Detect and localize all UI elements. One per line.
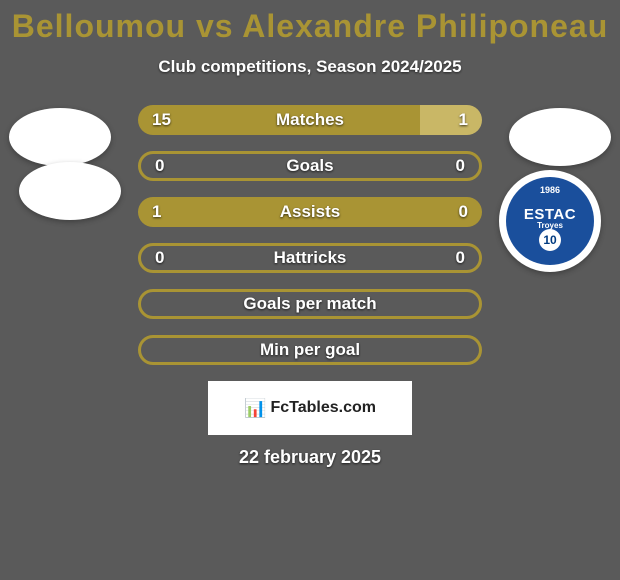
stat-bar: Goals per match <box>138 289 482 319</box>
stat-bar: Hattricks0 0 <box>138 243 482 273</box>
brand-text: FcTables.com <box>270 399 376 417</box>
bar-value-right: 0 <box>456 246 465 270</box>
bar-label: Goals per match <box>141 292 479 316</box>
stat-bar: Min per goal <box>138 335 482 365</box>
bar-label: Min per goal <box>141 338 479 362</box>
bar-value-left: 0 <box>155 154 164 178</box>
subtitle: Club competitions, Season 2024/2025 <box>0 57 620 77</box>
player-right-club-badge: 1986 ESTAC Troyes 10 <box>499 170 601 272</box>
comparison-bars: Matches151Goals00Assists10Hattricks00Goa… <box>138 105 482 365</box>
bar-value-left: 1 <box>152 197 161 227</box>
bar-value-left: 15 <box>152 105 171 135</box>
page-title: Belloumou vs Alexandre Philiponeau <box>0 8 620 45</box>
brand-box: 📊 FcTables.com <box>208 381 412 435</box>
footer-date: 22 february 2025 <box>0 447 620 468</box>
player-left-avatar <box>9 108 111 166</box>
player-left-club-avatar <box>19 162 121 220</box>
chart-container: Belloumou vs Alexandre Philiponeau Club … <box>0 0 620 580</box>
bar-label: Goals <box>141 154 479 178</box>
club-number: 10 <box>539 229 561 251</box>
brand-icon: 📊 <box>244 398 266 419</box>
club-badge-inner: 1986 ESTAC Troyes 10 <box>506 177 594 265</box>
bar-label: Assists <box>138 197 482 227</box>
bar-value-right: 0 <box>459 197 468 227</box>
bar-label: Hattricks <box>141 246 479 270</box>
player-right-avatar <box>509 108 611 166</box>
bar-value-right: 0 <box>456 154 465 178</box>
stat-bar: Assists1 0 <box>138 197 482 227</box>
bar-value-left: 0 <box>155 246 164 270</box>
stat-bar: Matches15 1 <box>138 105 482 135</box>
bar-label: Matches <box>138 105 482 135</box>
stat-bar: Goals0 0 <box>138 151 482 181</box>
club-year: 1986 <box>540 185 560 195</box>
bar-value-right: 1 <box>459 105 468 135</box>
